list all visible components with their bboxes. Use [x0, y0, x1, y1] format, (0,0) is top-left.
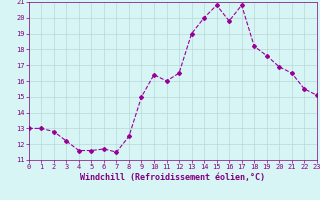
X-axis label: Windchill (Refroidissement éolien,°C): Windchill (Refroidissement éolien,°C) [80, 173, 265, 182]
